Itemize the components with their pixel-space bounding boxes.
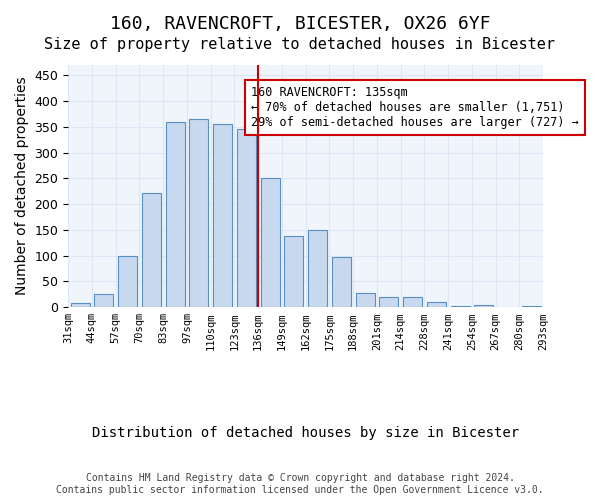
Bar: [427, 302, 446, 307]
Text: Contains HM Land Registry data © Crown copyright and database right 2024.
Contai: Contains HM Land Registry data © Crown c…: [56, 474, 544, 495]
Bar: [94, 294, 113, 307]
Bar: [189, 119, 208, 307]
Bar: [379, 297, 398, 307]
Text: Size of property relative to detached houses in Bicester: Size of property relative to detached ho…: [44, 38, 556, 52]
X-axis label: Distribution of detached houses by size in Bicester: Distribution of detached houses by size …: [92, 426, 519, 440]
Bar: [451, 306, 470, 307]
Text: 160, RAVENCROFT, BICESTER, OX26 6YF: 160, RAVENCROFT, BICESTER, OX26 6YF: [110, 15, 490, 33]
Y-axis label: Number of detached properties: Number of detached properties: [15, 77, 29, 296]
Bar: [308, 230, 327, 307]
Bar: [213, 124, 232, 307]
Bar: [522, 306, 541, 307]
Bar: [475, 304, 493, 307]
Bar: [403, 297, 422, 307]
Bar: [260, 178, 280, 307]
Bar: [118, 256, 137, 307]
Bar: [166, 122, 185, 307]
Bar: [71, 302, 89, 307]
Bar: [237, 129, 256, 307]
Text: 160 RAVENCROFT: 135sqm
← 70% of detached houses are smaller (1,751)
29% of semi-: 160 RAVENCROFT: 135sqm ← 70% of detached…: [251, 86, 579, 128]
Bar: [356, 293, 374, 307]
Bar: [332, 258, 351, 307]
Bar: [142, 194, 161, 307]
Bar: [498, 306, 517, 307]
Bar: [284, 236, 304, 307]
